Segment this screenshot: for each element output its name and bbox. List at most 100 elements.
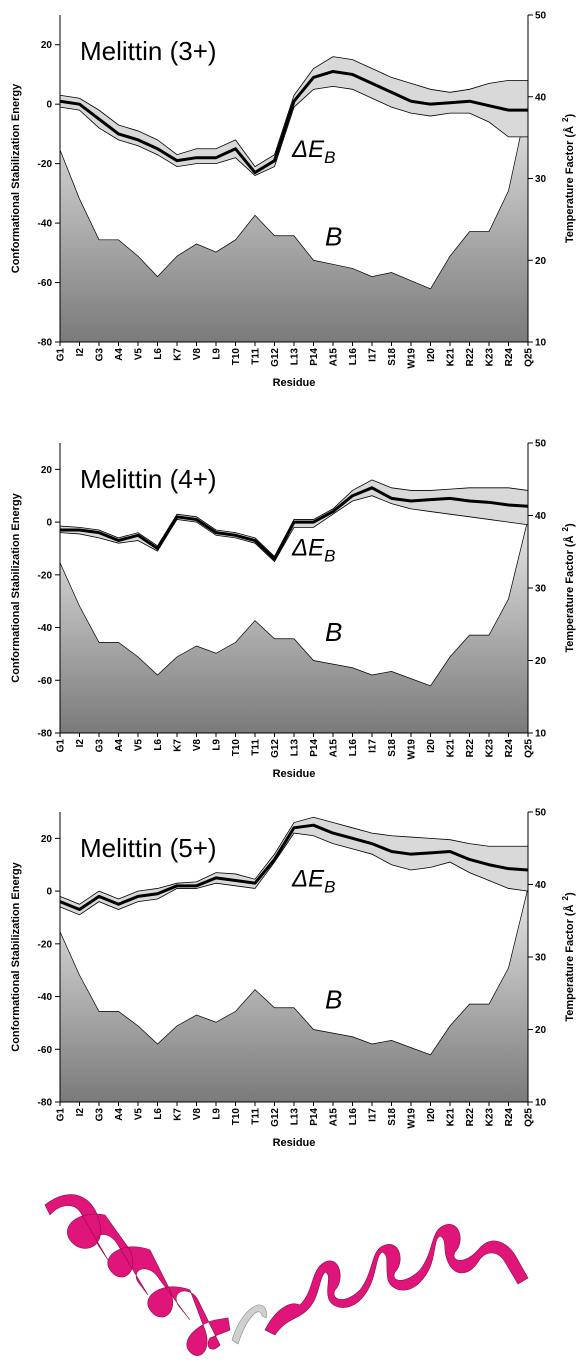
x-tick-label: V8 bbox=[192, 348, 203, 361]
x-tick-label: K23 bbox=[485, 348, 496, 367]
x-tick-label: A4 bbox=[114, 1108, 125, 1121]
x-tick-label: L13 bbox=[290, 1108, 301, 1126]
y2-axis-label: Temperature Factor (Å 2) bbox=[561, 114, 576, 244]
delta-text: ΔE bbox=[291, 866, 325, 893]
x-tick-label: I2 bbox=[75, 348, 86, 357]
x-tick-label: L13 bbox=[290, 739, 301, 757]
energy-line bbox=[59, 823, 529, 912]
x-tick-label: L9 bbox=[212, 1108, 223, 1120]
x-tick-label: T10 bbox=[231, 1108, 242, 1126]
x-tick-label: P14 bbox=[309, 739, 320, 757]
y2-tick-label: 50 bbox=[535, 439, 547, 450]
x-tick-label: A4 bbox=[114, 348, 125, 361]
energy-line bbox=[59, 69, 528, 175]
y2-tick-label: 40 bbox=[535, 92, 547, 103]
panel-title: Melittin (4+) bbox=[80, 464, 217, 494]
y2-tick-label: 30 bbox=[535, 174, 547, 185]
panel: -80 -60 -40 -20 0 20 10 20 30 40 50 G1 I2 G3 A4 V5 L6 K7 V… bbox=[10, 439, 576, 781]
x-tick-label: G1 bbox=[56, 348, 67, 362]
y-axis-label: Conformational Stabilization Energy bbox=[10, 861, 22, 1051]
y2-label-sup: 2 bbox=[561, 117, 570, 122]
y-tick-label: 0 bbox=[46, 518, 52, 529]
delta-text: ΔE bbox=[291, 136, 325, 163]
x-tick-label: L6 bbox=[153, 739, 164, 751]
y-tick-label: -80 bbox=[38, 338, 53, 349]
energy-upper bbox=[59, 479, 529, 558]
x-tick-label: R24 bbox=[504, 1108, 515, 1127]
x-tick-label: W19 bbox=[407, 739, 418, 760]
x-tick-label: A15 bbox=[329, 1108, 340, 1127]
x-tick-label: L16 bbox=[348, 1108, 359, 1126]
x-tick-label: K7 bbox=[173, 1108, 184, 1121]
helix-ribbon bbox=[44, 1194, 529, 1356]
x-axis-label: Residue bbox=[273, 377, 316, 389]
delta-label: ΔEB bbox=[291, 136, 335, 167]
x-tick-label: K21 bbox=[446, 739, 457, 758]
energy-band bbox=[60, 817, 528, 915]
y-tick-label: -80 bbox=[38, 1098, 53, 1109]
x-tick-label: Q25 bbox=[524, 1108, 535, 1127]
y2-tick-label: 30 bbox=[535, 584, 547, 595]
y-tick-label: -20 bbox=[38, 159, 53, 170]
x-tick-label: L6 bbox=[153, 1108, 164, 1120]
y-tick-label: 0 bbox=[46, 100, 52, 111]
x-tick-label: V5 bbox=[134, 1108, 145, 1121]
y-tick-label: -20 bbox=[38, 570, 53, 581]
y-tick-label: -40 bbox=[38, 992, 53, 1003]
x-tick-label: G12 bbox=[270, 739, 281, 758]
x-axis-label: Residue bbox=[273, 768, 316, 780]
delta-label: ΔEB bbox=[291, 534, 335, 565]
energy-lower bbox=[59, 832, 529, 916]
x-tick-label: R22 bbox=[465, 739, 476, 758]
y2-label-sup: 2 bbox=[561, 895, 570, 900]
x-tick-label: R24 bbox=[504, 348, 515, 367]
energy-lower bbox=[59, 85, 528, 177]
x-tick-label: A15 bbox=[329, 739, 340, 758]
y2-label-text: Temperature Factor (Å bbox=[563, 535, 576, 652]
x-tick-label: I2 bbox=[75, 739, 86, 748]
x-tick-label: G1 bbox=[56, 1108, 67, 1122]
y2-tick-label: 40 bbox=[535, 880, 547, 891]
panel: -80 -60 -40 -20 0 20 10 20 30 40 50 G1 I2 G3 A4 V5 L6 K7 V… bbox=[10, 808, 576, 1150]
x-tick-label: I20 bbox=[426, 348, 437, 362]
b-factor-area bbox=[59, 519, 529, 734]
panel-title: Melittin (3+) bbox=[80, 36, 217, 66]
b-label: B bbox=[325, 985, 342, 1015]
x-tick-label: L16 bbox=[348, 348, 359, 366]
energy-upper bbox=[59, 816, 528, 905]
x-tick-label: G3 bbox=[95, 739, 106, 753]
y-tick-label: -80 bbox=[38, 729, 53, 740]
x-axis-label: Residue bbox=[273, 1137, 316, 1149]
y-tick-label: -60 bbox=[38, 676, 53, 687]
x-tick-label: G12 bbox=[270, 1108, 281, 1127]
y-tick-label: -60 bbox=[38, 278, 53, 289]
y2-tick-label: 50 bbox=[535, 11, 547, 22]
y2-tick-label: 20 bbox=[535, 256, 547, 267]
x-tick-label: I17 bbox=[368, 739, 379, 753]
x-tick-label: T11 bbox=[251, 739, 262, 756]
x-tick-label: W19 bbox=[407, 348, 418, 369]
x-tick-label: L16 bbox=[348, 739, 359, 757]
x-tick-label: G3 bbox=[95, 1108, 106, 1122]
delta-label: ΔEB bbox=[291, 866, 335, 897]
y-tick-label: 20 bbox=[41, 834, 53, 845]
x-tick-label: T10 bbox=[231, 739, 242, 757]
x-tick-label: K23 bbox=[485, 739, 496, 758]
x-tick-label: I20 bbox=[426, 1108, 437, 1122]
x-tick-label: R24 bbox=[504, 739, 515, 758]
x-tick-label: L9 bbox=[212, 739, 223, 751]
energy-line bbox=[60, 486, 529, 561]
delta-sub: B bbox=[324, 878, 335, 897]
y-tick-label: -40 bbox=[38, 219, 53, 230]
x-tick-label: R22 bbox=[465, 348, 476, 367]
y-tick-label: -20 bbox=[38, 939, 53, 950]
x-tick-label: K7 bbox=[173, 739, 184, 752]
x-tick-label: A4 bbox=[114, 739, 125, 752]
y-tick-label: -60 bbox=[38, 1045, 53, 1056]
energy-band bbox=[60, 56, 528, 176]
x-tick-label: L6 bbox=[153, 348, 164, 360]
b-factor-area bbox=[59, 888, 529, 1103]
y2-tick-label: 10 bbox=[535, 729, 547, 740]
delta-sub: B bbox=[324, 148, 335, 167]
